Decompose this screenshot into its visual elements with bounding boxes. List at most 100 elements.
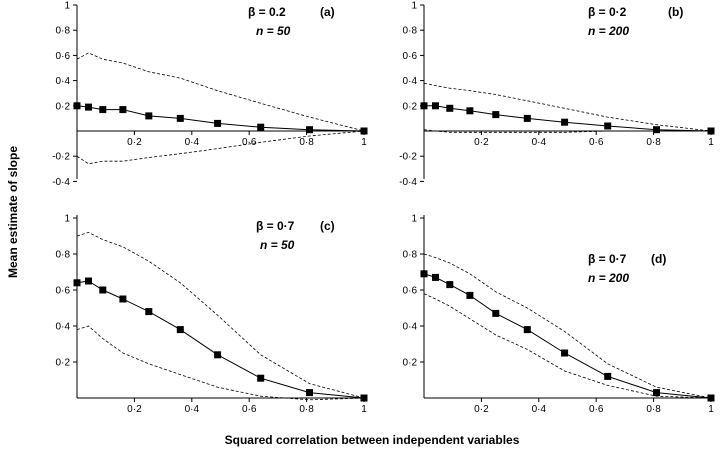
mean-point xyxy=(99,106,107,114)
panel-letter-label: (a) xyxy=(320,5,335,19)
mean-point xyxy=(420,102,428,110)
mean-point xyxy=(561,349,569,357)
n-label: n = 200 xyxy=(588,24,629,38)
x-tick-label: 0·2 xyxy=(127,404,142,415)
x-tick-label: 0·4 xyxy=(532,137,547,148)
chart-panel-a: 1 0·8 0·6 0·4 0·2 -0·2 -0·4 0·2 0·4 0·6 0·8 1 β = 0.… xyxy=(52,1,368,188)
n-label: n = 50 xyxy=(256,24,291,38)
y-tick-label: 0·4 xyxy=(56,76,71,87)
mean-point xyxy=(360,127,368,135)
y-tick-label: 0·4 xyxy=(403,76,418,87)
mean-point xyxy=(492,309,500,317)
y-tick-label: -0·2 xyxy=(399,152,417,163)
mean-point xyxy=(306,126,313,134)
y-tick-label: 0·8 xyxy=(56,250,71,261)
x-tick-label: 1 xyxy=(361,404,367,415)
n-label: n = 50 xyxy=(260,238,295,252)
panel-letter-label: (c) xyxy=(320,219,335,233)
y-tick-label: -0·4 xyxy=(52,177,70,188)
panel-letter-label: (b) xyxy=(668,5,683,19)
x-tick-label: 0·6 xyxy=(242,137,257,148)
n-label: n = 200 xyxy=(588,271,629,285)
x-tick-label: 0·4 xyxy=(532,404,547,415)
x-tick-label: 0·6 xyxy=(242,404,257,415)
chart-panel-c: 1 0·8 0·6 0·4 0·2 0·2 0·4 0·6 0·8 1 β = 0·7 n = 50 (… xyxy=(56,214,368,415)
chart-panel-d: 1 0·8 0·6 0·4 0·2 0·2 0·4 0·6 0·8 1 β = 0·7 n = 200… xyxy=(403,214,715,415)
mean-point xyxy=(432,102,439,110)
lower-bound-line xyxy=(423,129,711,133)
mean-point xyxy=(604,122,612,130)
y-tick-label: 1 xyxy=(64,214,70,225)
y-tick-label: 0·4 xyxy=(403,322,418,333)
beta-label: β = 0·7 xyxy=(256,219,295,233)
mean-point xyxy=(119,295,127,303)
mean-line xyxy=(424,105,712,132)
y-tick-label: -0·4 xyxy=(399,177,417,188)
mean-point xyxy=(653,126,660,134)
x-axis-title: Squared correlation between independent … xyxy=(225,433,520,447)
mean-point xyxy=(446,281,454,289)
mean-point xyxy=(561,118,569,126)
mean-point xyxy=(257,374,265,382)
upper-bound-line xyxy=(76,231,365,399)
mean-point xyxy=(707,394,715,402)
y-tick-label: 0·6 xyxy=(403,286,418,297)
mean-line xyxy=(76,105,365,132)
x-tick-label: 0·4 xyxy=(185,404,200,415)
beta-label: β = 0·7 xyxy=(588,252,627,266)
beta-label: β = 0·2 xyxy=(588,5,627,19)
mean-point xyxy=(176,114,184,122)
mean-point xyxy=(214,351,222,359)
panel-letter-label: (d) xyxy=(651,252,666,266)
x-tick-label: 0·8 xyxy=(299,404,314,415)
mean-point xyxy=(73,279,81,287)
lower-bound-line xyxy=(76,325,365,401)
y-tick-label: 0·2 xyxy=(56,101,71,112)
y-tick-label: 0·8 xyxy=(56,26,71,37)
mean-point xyxy=(73,102,81,110)
mean-point xyxy=(306,389,313,397)
x-tick-label: 0·4 xyxy=(185,137,200,148)
mean-line xyxy=(423,273,712,399)
mean-point xyxy=(466,107,474,115)
x-tick-label: 1 xyxy=(361,137,367,148)
mean-point xyxy=(119,106,127,114)
x-tick-label: 0·8 xyxy=(646,404,661,415)
y-tick-label: 0·6 xyxy=(56,51,71,62)
y-axis-title: Mean estimate of slope xyxy=(6,146,20,278)
x-tick-label: 0·8 xyxy=(646,137,661,148)
x-tick-label: 0·2 xyxy=(474,137,489,148)
mean-point xyxy=(492,111,500,119)
x-tick-label: 0·8 xyxy=(299,137,314,148)
x-tick-label: 0·2 xyxy=(474,404,489,415)
mean-point xyxy=(707,127,715,135)
mean-point xyxy=(214,119,222,127)
mean-line xyxy=(76,280,365,399)
mean-point xyxy=(446,104,454,112)
upper-bound-line xyxy=(76,52,365,132)
y-tick-label: 0·4 xyxy=(56,322,71,333)
y-tick-label: 0·8 xyxy=(403,250,418,261)
mean-point xyxy=(420,270,428,278)
mean-point xyxy=(604,372,612,380)
y-tick-label: 0·8 xyxy=(403,26,418,37)
mean-point xyxy=(145,112,153,120)
lower-bound-line xyxy=(423,293,712,399)
mean-point xyxy=(145,308,153,316)
chart-panel-b: 1 0·8 0·6 0·4 0·2 -0·2 -0·4 0·2 0·4 0·6 0·8 1 β = 0·… xyxy=(399,1,715,188)
mean-point xyxy=(176,326,184,334)
y-tick-label: 0·2 xyxy=(56,358,71,369)
mean-point xyxy=(99,286,107,294)
mean-point xyxy=(432,273,439,281)
x-tick-label: 1 xyxy=(708,404,714,415)
lower-bound-line xyxy=(76,130,365,165)
y-tick-label: -0·2 xyxy=(52,152,70,163)
mean-point xyxy=(523,326,531,334)
x-tick-label: 1 xyxy=(708,137,714,148)
mean-point xyxy=(653,389,660,397)
mean-point xyxy=(360,394,368,402)
mean-point xyxy=(523,114,531,122)
mean-point xyxy=(257,123,265,131)
y-tick-label: 1 xyxy=(411,214,417,225)
y-tick-label: 1 xyxy=(411,1,417,12)
